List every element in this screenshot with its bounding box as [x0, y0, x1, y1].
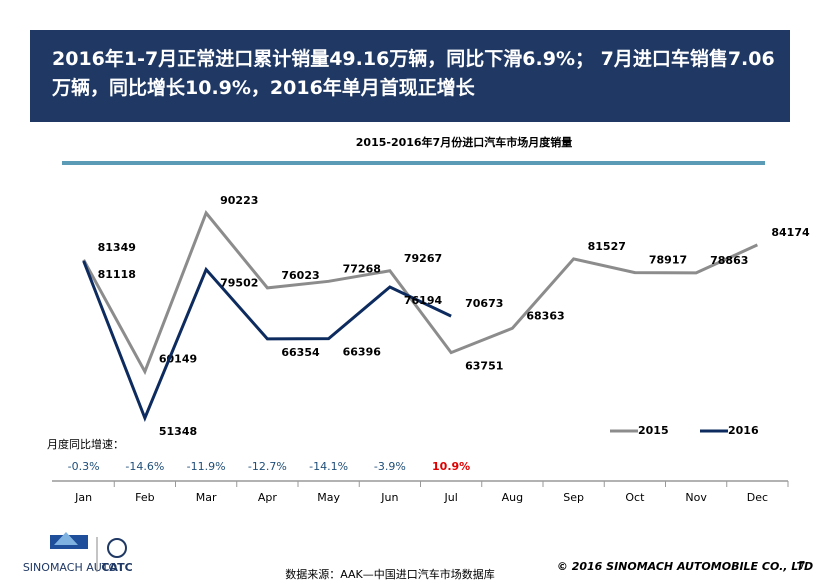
data-label: 84174 — [771, 226, 810, 239]
logo-circle — [107, 538, 127, 558]
data-label: 51348 — [159, 425, 197, 438]
page-number: 7 — [799, 559, 806, 572]
data-label: 81527 — [588, 240, 626, 253]
x-tick-label: Sep — [563, 491, 584, 504]
x-tick-label: Oct — [625, 491, 645, 504]
header-title: 2016年1-7月正常进口累计销量49.16万辆，同比下滑6.9%； 7月进口车… — [30, 30, 790, 122]
brand1: SINOMACH AUTO — [23, 561, 118, 574]
x-tick-label: Nov — [685, 491, 707, 504]
data-label: 79502 — [220, 277, 258, 290]
x-tick-label: Feb — [135, 491, 154, 504]
data-label: 68363 — [526, 309, 564, 322]
copyright: © 2016 SINOMACH AUTOMOBILE CO., LTD — [557, 560, 813, 573]
x-tick-label: Dec — [747, 491, 768, 504]
data-label: 60149 — [159, 353, 197, 366]
series-line — [82, 260, 452, 423]
brand2: CATC — [101, 561, 132, 574]
data-label: 70673 — [465, 297, 503, 310]
chart-title: 2015-2016年7月份进口汽车市场月度销量 — [356, 135, 572, 149]
source: 数据来源：AAK—中国进口汽车市场数据库 — [285, 567, 495, 581]
series-line — [82, 210, 758, 376]
x-tick-label: Mar — [196, 491, 217, 504]
legend-label: 2016 — [728, 424, 759, 437]
yoy-value: -12.7% — [248, 460, 287, 473]
data-label: 76194 — [404, 294, 443, 307]
data-label: 90223 — [220, 194, 258, 207]
x-tick-label: Aug — [502, 491, 523, 504]
data-label: 76023 — [281, 269, 319, 282]
yoy-value: -14.6% — [125, 460, 164, 473]
data-label: 63751 — [465, 360, 503, 373]
yoy-label: 月度同比增速： — [47, 437, 124, 451]
yoy-value: -14.1% — [309, 460, 348, 473]
data-label: 66396 — [343, 346, 382, 359]
x-tick-label: May — [317, 491, 340, 504]
x-tick-label: Jan — [74, 491, 92, 504]
yoy-value: -0.3% — [68, 460, 100, 473]
yoy-value: -11.9% — [187, 460, 226, 473]
data-label: 66354 — [281, 346, 320, 359]
data-label: 79267 — [404, 252, 442, 265]
data-label: 81349 — [98, 241, 136, 254]
logo-shape — [54, 532, 78, 545]
x-tick-label: Jun — [380, 491, 398, 504]
yoy-value: -3.9% — [374, 460, 406, 473]
x-tick-label: Jul — [443, 491, 457, 504]
data-label: 78917 — [649, 254, 687, 267]
yoy-value: 10.9% — [432, 460, 470, 473]
legend-label: 2015 — [638, 424, 669, 437]
data-label: 77268 — [343, 262, 381, 275]
data-label: 78863 — [710, 254, 748, 267]
x-tick-label: Apr — [258, 491, 278, 504]
data-label: 81118 — [98, 268, 136, 281]
